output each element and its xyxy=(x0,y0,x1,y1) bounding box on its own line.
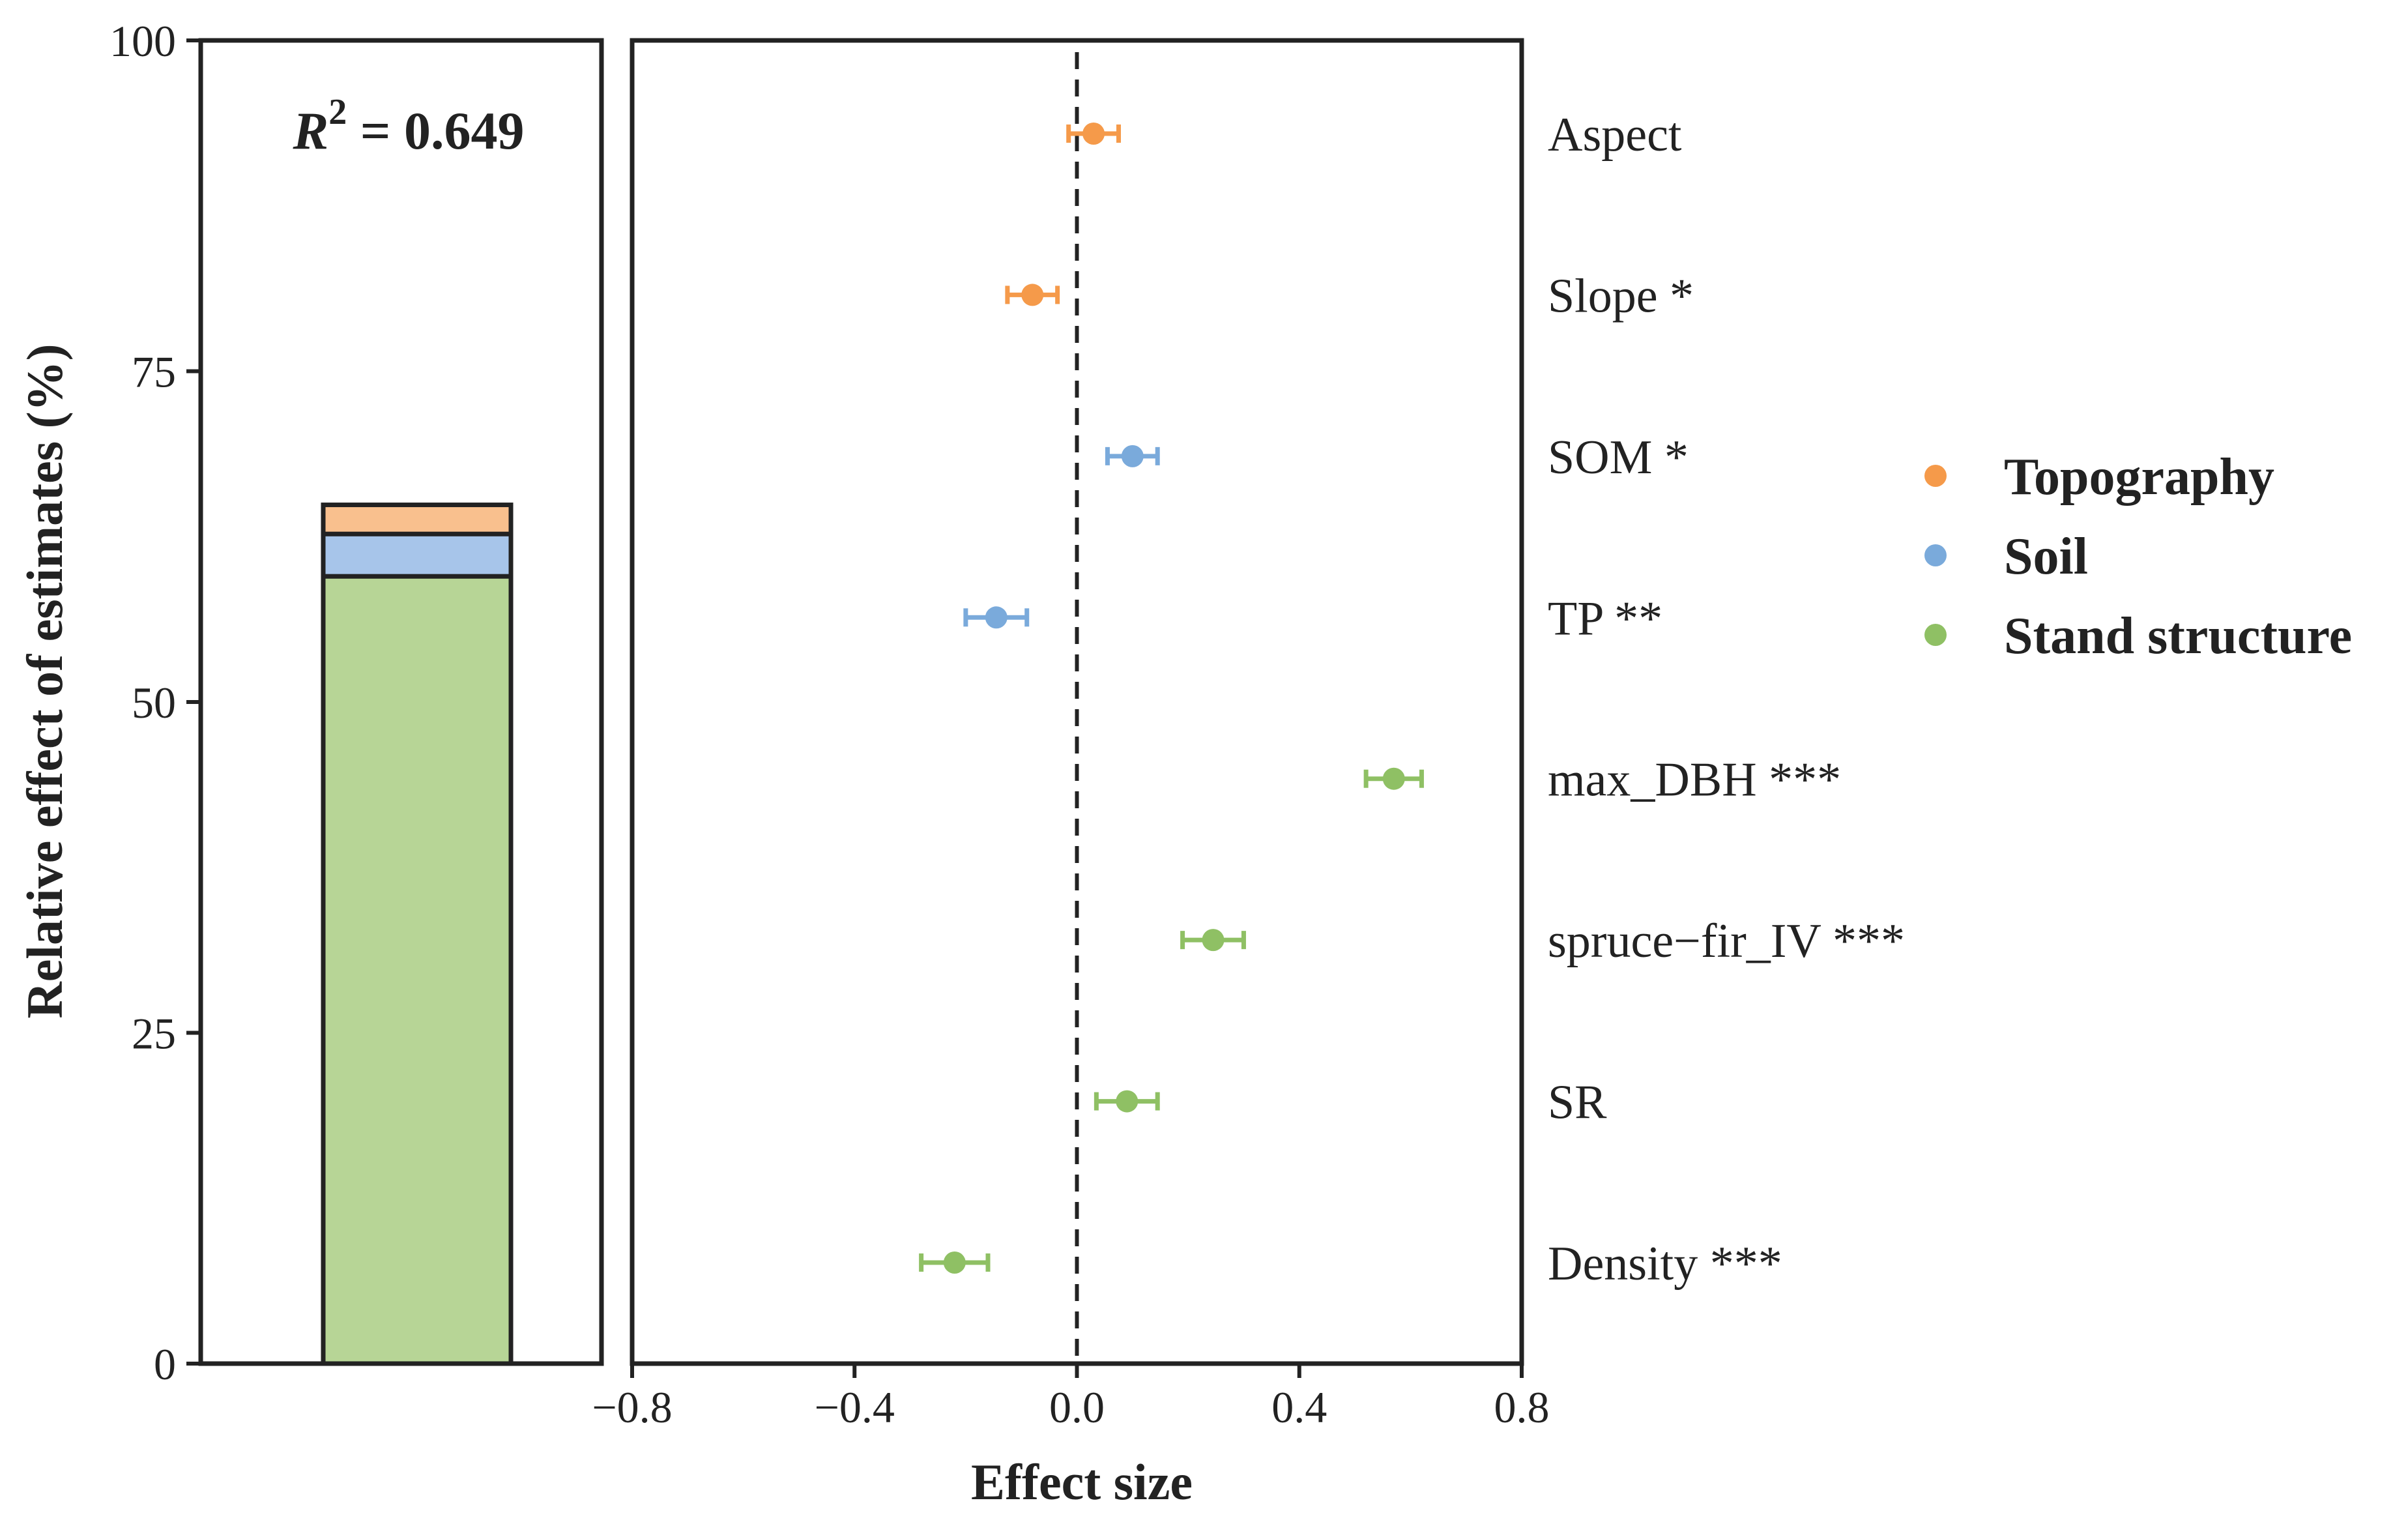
y-tick-label: 100 xyxy=(109,16,176,66)
x-tick-label: 0.8 xyxy=(1494,1383,1550,1432)
estimate-point xyxy=(1121,445,1144,467)
y-tick-label: 50 xyxy=(132,678,176,727)
legend-label: Stand structure xyxy=(2004,607,2352,665)
stacked-bar-panel: Relative effect of estimates (%) 0 25 50 75… xyxy=(16,16,604,1389)
x-tick-label: 0.4 xyxy=(1271,1383,1327,1432)
y-tick-label: 25 xyxy=(132,1009,176,1059)
r-squared-symbol: R xyxy=(293,101,329,160)
legend: Topography Soil Stand structure xyxy=(1924,448,2352,665)
legend-marker xyxy=(1924,544,1947,566)
bar-segment-soil xyxy=(321,531,514,579)
estimate-point xyxy=(1021,284,1044,306)
forest-plot-panel: −0.8 −0.4 0.0 0.4 0.8 Effect size Aspect Slop… xyxy=(592,38,1905,1510)
category-label: max_DBH *** xyxy=(1548,754,1841,807)
legend-label: Soil xyxy=(2004,528,2088,585)
category-label: spruce−fir_IV *** xyxy=(1548,915,1905,968)
legend-label: Topography xyxy=(2004,448,2274,506)
estimate-point xyxy=(1116,1090,1139,1113)
category-label: Aspect xyxy=(1548,108,1682,162)
r-squared-superscript: 2 xyxy=(328,92,347,132)
y-axis-ticks: 0 25 50 75 100 xyxy=(109,16,201,1389)
estimate-point xyxy=(943,1251,966,1274)
bar-segment-topography xyxy=(321,503,514,536)
y-axis-title: Relative effect of estimates (%) xyxy=(16,344,73,1018)
category-label: TP ** xyxy=(1548,592,1662,645)
r-squared-annotation: R2 = 0.649 xyxy=(293,92,525,160)
forest-points xyxy=(919,123,1424,1274)
category-label: Density *** xyxy=(1548,1237,1782,1291)
category-label: SOM * xyxy=(1548,431,1689,484)
y-tick-label: 75 xyxy=(132,347,176,397)
estimate-point xyxy=(1382,767,1405,790)
x-axis-ticks: −0.8 −0.4 0.0 0.4 0.8 xyxy=(592,1364,1550,1432)
category-labels: Aspect Slope * SOM * TP ** max_DBH *** spruce… xyxy=(1548,108,1905,1291)
stacked-bar xyxy=(321,503,514,1366)
x-tick-label: −0.8 xyxy=(592,1383,672,1432)
category-label: SR xyxy=(1548,1076,1607,1130)
left-panel-frame xyxy=(198,38,604,1366)
x-axis-title: Effect size xyxy=(971,1454,1193,1510)
category-label: Slope * xyxy=(1548,269,1694,323)
y-tick-label: 0 xyxy=(154,1339,176,1389)
r-squared-value: = 0.649 xyxy=(347,101,524,160)
bar-segment-stand-structure xyxy=(321,574,514,1366)
legend-marker xyxy=(1924,624,1947,646)
estimate-point xyxy=(1082,123,1105,145)
x-tick-label: −0.4 xyxy=(815,1383,895,1432)
x-tick-label: 0.0 xyxy=(1049,1383,1105,1432)
estimate-point xyxy=(1202,929,1225,952)
estimate-point xyxy=(985,606,1008,629)
legend-marker xyxy=(1924,465,1947,487)
right-panel-frame xyxy=(630,38,1524,1366)
